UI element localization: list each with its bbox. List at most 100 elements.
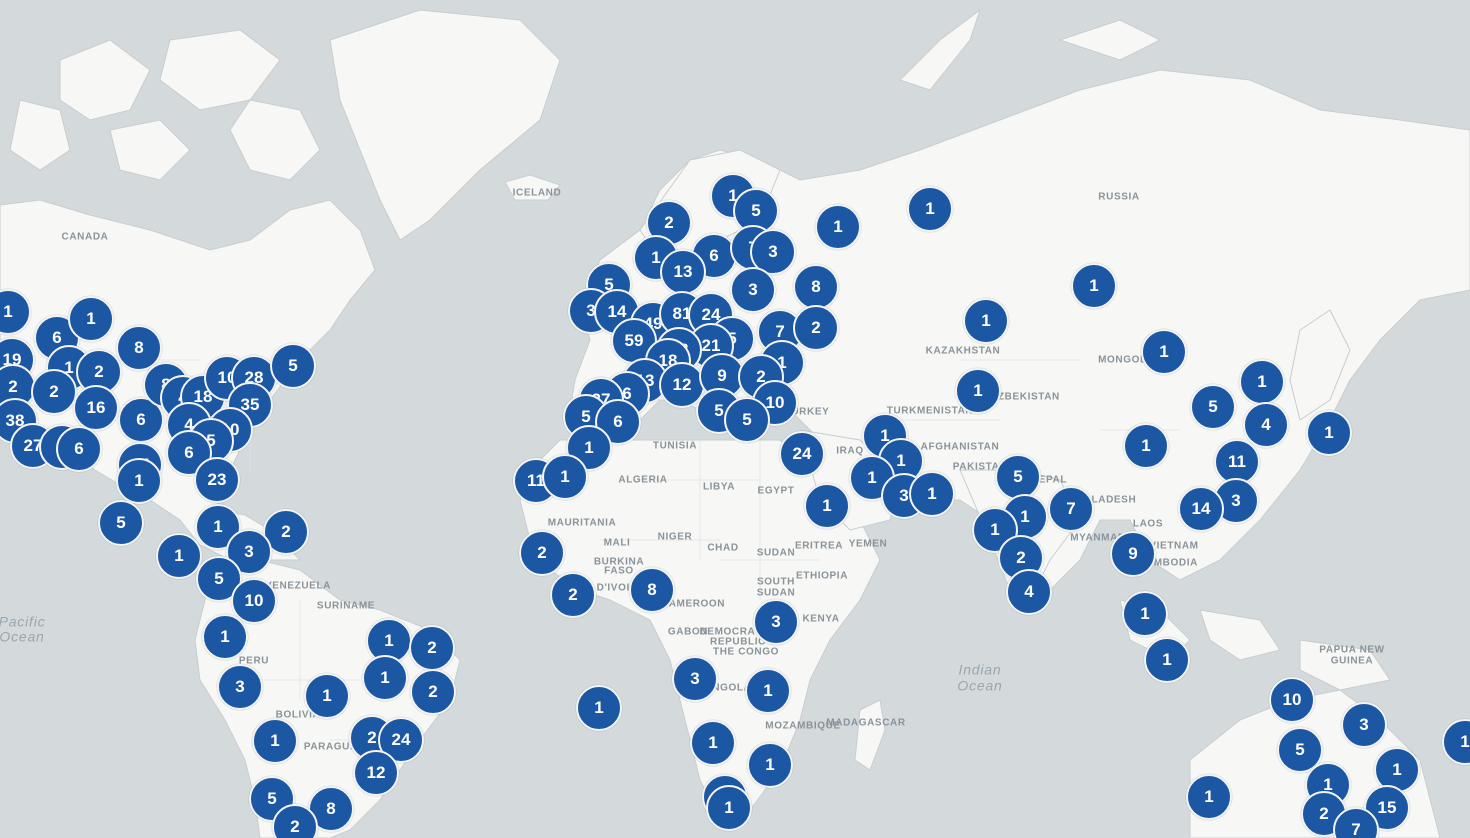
cluster-marker[interactable]: 3 [750, 229, 796, 275]
cluster-marker[interactable]: 1 [362, 655, 408, 701]
cluster-marker[interactable]: 8 [116, 325, 162, 371]
cluster-marker[interactable]: 24 [779, 431, 825, 477]
cluster-marker[interactable]: 1 [156, 533, 202, 579]
country-label: MONGOLIA [1098, 354, 1158, 366]
country-label: TURKMENISTAN [886, 405, 974, 417]
cluster-marker[interactable]: 8 [793, 264, 839, 310]
cluster-marker[interactable]: 5 [270, 343, 316, 389]
cluster-marker[interactable]: 1 [366, 618, 412, 664]
cluster-marker[interactable]: 5 [995, 454, 1041, 500]
cluster-marker[interactable]: 1 [304, 673, 350, 719]
country-label: YEMEN [848, 538, 888, 550]
country-label: CAMBODIA [1138, 557, 1198, 569]
cluster-marker[interactable]: 3 [217, 664, 263, 710]
country-label: BANGLADESH [1059, 494, 1137, 506]
cluster-marker[interactable]: 1 [202, 614, 248, 660]
country-label: BOLIVIA [275, 709, 321, 721]
country-label: KENYA [802, 613, 840, 625]
cluster-marker[interactable]: 1 [576, 685, 622, 731]
cluster-marker[interactable]: 5 [1190, 384, 1236, 430]
ocean-label: Ocean [957, 677, 1003, 694]
cluster-marker[interactable]: 1 [1123, 423, 1169, 469]
cluster-marker[interactable]: 1 [195, 504, 241, 550]
country-label: TURKEY [784, 406, 830, 418]
country-label: AFGHANISTAN [920, 441, 1000, 453]
country-label: TUNISIA [652, 440, 698, 452]
cluster-marker[interactable]: 1 [1374, 747, 1420, 793]
country-label: MAURITANIA [547, 517, 617, 529]
country-label: LAOS [1132, 518, 1164, 530]
country-label: CANADA [61, 231, 109, 243]
cluster-marker[interactable]: 2 [410, 669, 456, 715]
cluster-marker[interactable]: 2 [31, 369, 77, 415]
cluster-marker[interactable]: 7 [1333, 807, 1379, 838]
cluster-marker[interactable]: 1 [963, 298, 1009, 344]
cluster-marker[interactable]: 13 [660, 249, 706, 295]
country-label: THE CONGO [713, 646, 779, 658]
cluster-marker[interactable]: 5 [724, 397, 770, 443]
ocean-label: Pacific [0, 613, 46, 630]
cluster-marker[interactable]: 3 [753, 599, 799, 645]
cluster-marker[interactable]: 9 [1110, 531, 1156, 577]
ocean-label: Ocean [0, 628, 45, 645]
cluster-marker[interactable]: 10 [1269, 677, 1315, 723]
cluster-marker[interactable]: 1 [815, 204, 861, 250]
country-label: UZBEKISTAN [990, 391, 1060, 403]
cluster-marker[interactable]: 2 [409, 625, 455, 671]
country-label: ERITREA [794, 540, 844, 552]
country-label: MADAGASCAR [826, 717, 906, 729]
cluster-marker[interactable]: 6 [56, 426, 102, 472]
country-label: PAKISTAN [952, 461, 1008, 473]
cluster-marker[interactable]: 3 [672, 656, 718, 702]
cluster-marker[interactable]: 12 [353, 750, 399, 796]
cluster-marker[interactable]: 1 [1144, 637, 1190, 683]
cluster-marker[interactable]: 1 [1239, 359, 1285, 405]
country-label: ETHIOPIA [795, 570, 849, 582]
cluster-marker[interactable]: 1 [68, 296, 114, 342]
country-label: MYANMAR [1070, 532, 1126, 544]
cluster-marker[interactable]: 14 [1178, 486, 1224, 532]
cluster-marker[interactable]: 7 [1048, 486, 1094, 532]
cluster-marker[interactable]: 1 [690, 720, 736, 766]
cluster-marker[interactable]: 1 [542, 454, 588, 500]
country-label: VENEZUELA [265, 580, 331, 592]
cluster-marker[interactable]: 5 [98, 500, 144, 546]
cluster-marker[interactable]: 1 [747, 742, 793, 788]
cluster-marker[interactable]: 1 [1306, 410, 1352, 456]
country-label: LIBYA [702, 481, 736, 493]
cluster-marker[interactable]: 1 [1186, 774, 1232, 820]
country-label: GUINEA [1330, 655, 1374, 667]
country-label: ICELAND [512, 187, 562, 199]
country-label: EGYPT [757, 485, 795, 497]
cluster-marker[interactable]: 1 [907, 186, 953, 232]
cluster-marker[interactable]: 1 [706, 785, 752, 831]
cluster-marker[interactable]: 4 [1006, 569, 1052, 615]
cluster-marker[interactable]: 10 [231, 578, 277, 624]
cluster-marker[interactable]: 3 [1341, 702, 1387, 748]
cluster-marker[interactable]: 3 [730, 267, 776, 313]
cluster-marker[interactable]: 8 [629, 567, 675, 613]
cluster-marker[interactable]: 1 [116, 458, 162, 504]
cluster-marker[interactable]: 1 [1071, 263, 1117, 309]
cluster-marker[interactable]: 1 [252, 718, 298, 764]
cluster-marker[interactable]: 1 [1122, 591, 1168, 637]
cluster-marker[interactable]: 2 [272, 804, 318, 838]
cluster-marker[interactable]: 11 [1214, 439, 1260, 485]
cluster-marker[interactable]: 23 [194, 457, 240, 503]
country-label: PERU [238, 655, 270, 667]
cluster-marker[interactable]: 16 [73, 385, 119, 431]
cluster-marker[interactable]: 2 [793, 305, 839, 351]
cluster-marker[interactable]: 1 [1141, 329, 1187, 375]
cluster-marker[interactable]: 1 [955, 368, 1001, 414]
cluster-marker[interactable]: 2 [519, 530, 565, 576]
country-label: DEMOCRATIC [699, 626, 773, 638]
cluster-marker[interactable]: 1 [745, 668, 791, 714]
cluster-marker[interactable]: 1 [804, 483, 850, 529]
country-label: NEPAL [1030, 474, 1068, 486]
cluster-marker[interactable]: 1 [909, 471, 955, 517]
country-label: COTE D'IVOIRE [563, 582, 645, 594]
cluster-marker[interactable]: 4 [1243, 402, 1289, 448]
cluster-marker[interactable]: 2 [550, 572, 596, 618]
country-label: SUDAN [756, 587, 796, 599]
